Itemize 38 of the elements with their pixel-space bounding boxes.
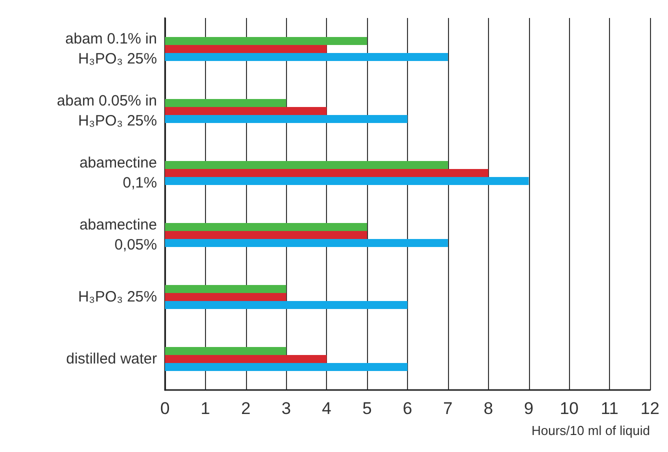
y-tick-label: abam 0.1% in H₃PO₃ 25% (65, 30, 157, 68)
bar (165, 347, 286, 355)
y-tick-label: abamectine 0,05% (79, 216, 157, 254)
x-tick-label: 5 (362, 399, 372, 418)
x-tick-label: 10 (560, 399, 579, 418)
bar (165, 99, 286, 107)
y-tick-label: H₃PO₃ 25% (78, 288, 157, 306)
bar (165, 107, 327, 115)
y-tick-label: abam 0.05% in H₃PO₃ 25% (56, 92, 157, 130)
bar (165, 239, 448, 247)
bar (165, 115, 408, 123)
bar (165, 53, 448, 61)
x-tick-label: 11 (600, 399, 618, 418)
x-tick-label: 4 (322, 399, 332, 418)
x-axis-title: Hours/10 ml of liquid (532, 423, 650, 438)
bar (165, 363, 408, 371)
bar (165, 169, 488, 177)
x-tick-label: 1 (200, 399, 210, 418)
bar (165, 231, 368, 239)
x-tick-label: 3 (282, 399, 291, 418)
bar (165, 293, 286, 301)
bar (165, 177, 529, 185)
bar (165, 285, 286, 293)
x-tick-label: 2 (241, 399, 251, 418)
x-tick-label: 12 (640, 399, 660, 418)
bar (165, 161, 448, 169)
bar (165, 223, 368, 231)
y-tick-label: distilled water (66, 350, 157, 368)
x-tick-label: 6 (402, 399, 412, 418)
x-tick-label: 9 (524, 399, 534, 418)
x-tick-label: 7 (443, 399, 453, 418)
x-tick-label: 8 (484, 399, 494, 418)
bar (165, 355, 327, 363)
y-tick-label: abamectine 0,1% (79, 154, 157, 192)
x-tick-label: 0 (160, 399, 170, 418)
bar (165, 45, 327, 53)
bar (165, 301, 408, 309)
bar (165, 37, 368, 45)
